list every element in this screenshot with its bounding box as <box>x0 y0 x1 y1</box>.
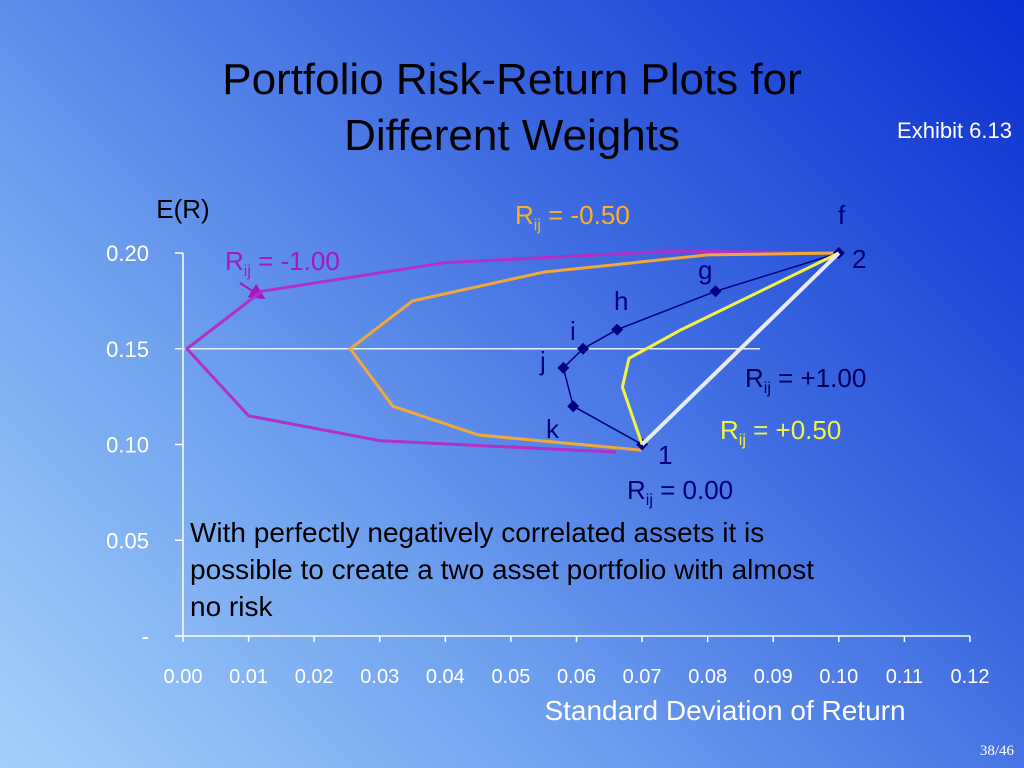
title: Portfolio Risk-Return Plots for Differen… <box>222 55 802 160</box>
series-line <box>348 251 839 452</box>
x-tick-label: 0.11 <box>886 666 923 688</box>
x-tick-label: 0.09 <box>754 666 793 688</box>
x-tick-label: 0.12 <box>951 666 990 688</box>
point-marker <box>557 361 570 374</box>
x-axis-label: Standard Deviation of Return <box>544 695 905 726</box>
label-value: = +1.00 <box>771 363 866 393</box>
x-tick-label: 0.01 <box>229 666 268 688</box>
x-tick-label: 0.07 <box>623 666 662 688</box>
point-label: 1 <box>658 440 672 470</box>
asset-label: 2 <box>852 244 866 274</box>
label-value: = -1.00 <box>251 246 340 276</box>
y-tick-label: 0.10 <box>106 433 149 458</box>
label-value: = -0.50 <box>541 200 630 230</box>
label-subscript: ij <box>534 217 541 234</box>
x-tick-label: 0.08 <box>688 666 727 688</box>
point-marker <box>709 285 722 298</box>
series-line <box>640 251 841 446</box>
y-axis-label: E(R) <box>156 194 209 224</box>
label-symbol: R <box>720 415 739 445</box>
label-symbol: R <box>627 475 646 505</box>
series-label: Rij = +1.00 <box>745 363 866 397</box>
x-tick-label: 0.10 <box>819 666 858 688</box>
annotation: With perfectly negatively correlated ass… <box>190 517 815 622</box>
y-tick-label: - <box>142 624 149 649</box>
label-value: = +0.50 <box>746 415 841 445</box>
y-tick-label: 0.15 <box>106 337 149 362</box>
y-tick-label: 0.05 <box>106 528 149 553</box>
page-number: 38/46 <box>979 743 1014 759</box>
exhibit-note: Exhibit 6.13 <box>897 118 1012 143</box>
series-label: Rij = -0.50 <box>515 200 630 234</box>
series-label: Rij = 0.00 <box>627 475 733 509</box>
point-marker <box>577 342 590 355</box>
series-label: Rij = +0.50 <box>720 415 841 449</box>
label-subscript: ij <box>764 380 771 397</box>
point-label: g <box>698 255 712 285</box>
x-tick-label: 0.05 <box>491 666 530 688</box>
point-marker <box>611 323 624 336</box>
x-tick-label: 0.03 <box>360 666 399 688</box>
point-label: j <box>539 346 546 376</box>
point-label: i <box>570 316 576 346</box>
label-value: = 0.00 <box>653 475 733 505</box>
series-line <box>620 251 840 445</box>
point-label: f <box>838 200 846 230</box>
label-symbol: R <box>225 246 244 276</box>
label-subscript: ij <box>244 263 251 280</box>
point-label: k <box>546 414 560 444</box>
y-tick-label: 0.20 <box>106 241 149 266</box>
series-line <box>184 249 839 454</box>
x-tick-label: 0.04 <box>426 666 465 688</box>
point-label: h <box>614 286 628 316</box>
x-tick-label: 0.02 <box>295 666 334 688</box>
x-tick-label: 0.00 <box>164 666 203 688</box>
label-symbol: R <box>515 200 534 230</box>
x-tick-label: 0.06 <box>557 666 596 688</box>
label-subscript: ij <box>739 432 746 449</box>
label-symbol: R <box>745 363 764 393</box>
series-label: Rij = -1.00 <box>225 246 340 280</box>
label-subscript: ij <box>646 492 653 509</box>
point-marker <box>567 400 580 413</box>
